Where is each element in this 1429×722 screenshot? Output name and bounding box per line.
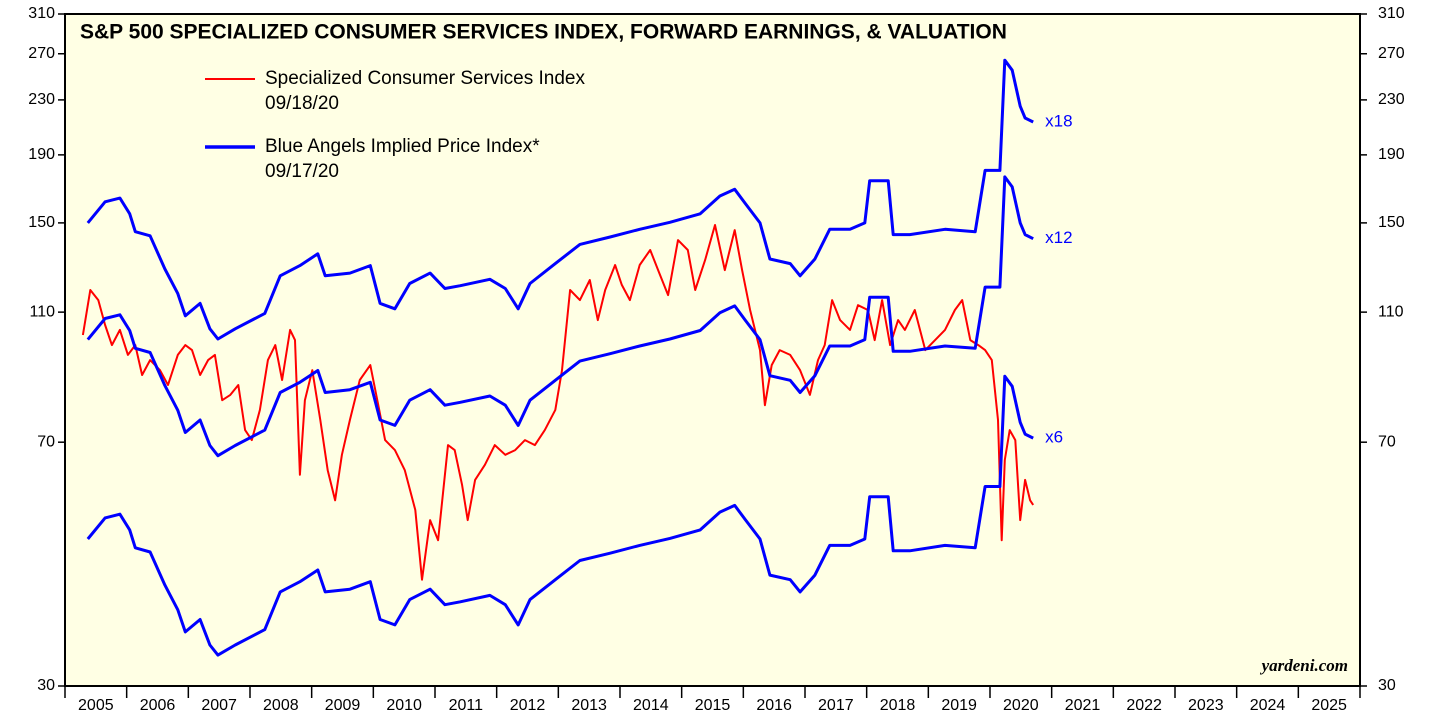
y2-tick-label: 150 <box>1378 214 1405 231</box>
y2-tick-label: 30 <box>1378 677 1396 694</box>
x-tick-label: 2006 <box>140 697 176 714</box>
y-tick-label: 30 <box>37 677 55 694</box>
x-tick-label: 2024 <box>1250 697 1286 714</box>
x-tick-label: 2012 <box>510 697 546 714</box>
band-line <box>86 374 1034 657</box>
x-tick-label: 2016 <box>756 697 792 714</box>
x-tick-label: 2022 <box>1126 697 1162 714</box>
x-tick-label: 2023 <box>1188 697 1224 714</box>
x-tick-label: 2005 <box>78 697 114 714</box>
credit: yardeni.com <box>1260 656 1348 675</box>
y-tick-label: 190 <box>28 146 55 163</box>
y-tick-label: 270 <box>28 45 55 62</box>
x-tick-label: 2025 <box>1311 697 1347 714</box>
x-tick-label: 2018 <box>880 697 916 714</box>
x-tick-label: 2008 <box>263 697 299 714</box>
x-tick-label: 2014 <box>633 697 669 714</box>
band-line <box>86 175 1034 458</box>
y2-tick-label: 270 <box>1378 45 1405 62</box>
y2-tick-label: 70 <box>1378 433 1396 450</box>
legend-label: Specialized Consumer Services Index <box>265 68 585 89</box>
band-label: x18 <box>1045 111 1072 130</box>
y-tick-label: 70 <box>37 433 55 450</box>
legend-date: 09/18/20 <box>265 93 339 114</box>
x-tick-label: 2021 <box>1065 697 1101 714</box>
x-tick-label: 2010 <box>386 697 422 714</box>
legend-date: 09/17/20 <box>265 161 339 182</box>
band-label: x6 <box>1045 428 1063 447</box>
x-tick-label: 2007 <box>201 697 237 714</box>
x-tick-label: 2017 <box>818 697 854 714</box>
y2-tick-label: 310 <box>1378 5 1405 22</box>
y-tick-label: 110 <box>29 303 55 320</box>
x-tick-label: 2015 <box>695 697 731 714</box>
x-tick-label: 2013 <box>571 697 607 714</box>
x-tick-label: 2011 <box>449 697 484 714</box>
x-tick-label: 2019 <box>941 697 977 714</box>
chart-title: S&P 500 SPECIALIZED CONSUMER SERVICES IN… <box>80 21 1007 44</box>
plot-area <box>64 13 1361 687</box>
y-tick-label: 310 <box>28 5 55 22</box>
x-tick-label: 2020 <box>1003 697 1039 714</box>
index-line <box>81 224 1035 581</box>
y2-tick-label: 190 <box>1378 146 1405 163</box>
y-tick-label: 230 <box>28 91 55 108</box>
band-line <box>86 58 1034 341</box>
y2-tick-label: 230 <box>1378 91 1405 108</box>
x-tick-label: 2009 <box>325 697 361 714</box>
y2-tick-label: 110 <box>1378 303 1404 320</box>
y-tick-label: 150 <box>28 214 55 231</box>
legend-label: Blue Angels Implied Price Index* <box>265 136 540 157</box>
band-label: x12 <box>1045 228 1072 247</box>
